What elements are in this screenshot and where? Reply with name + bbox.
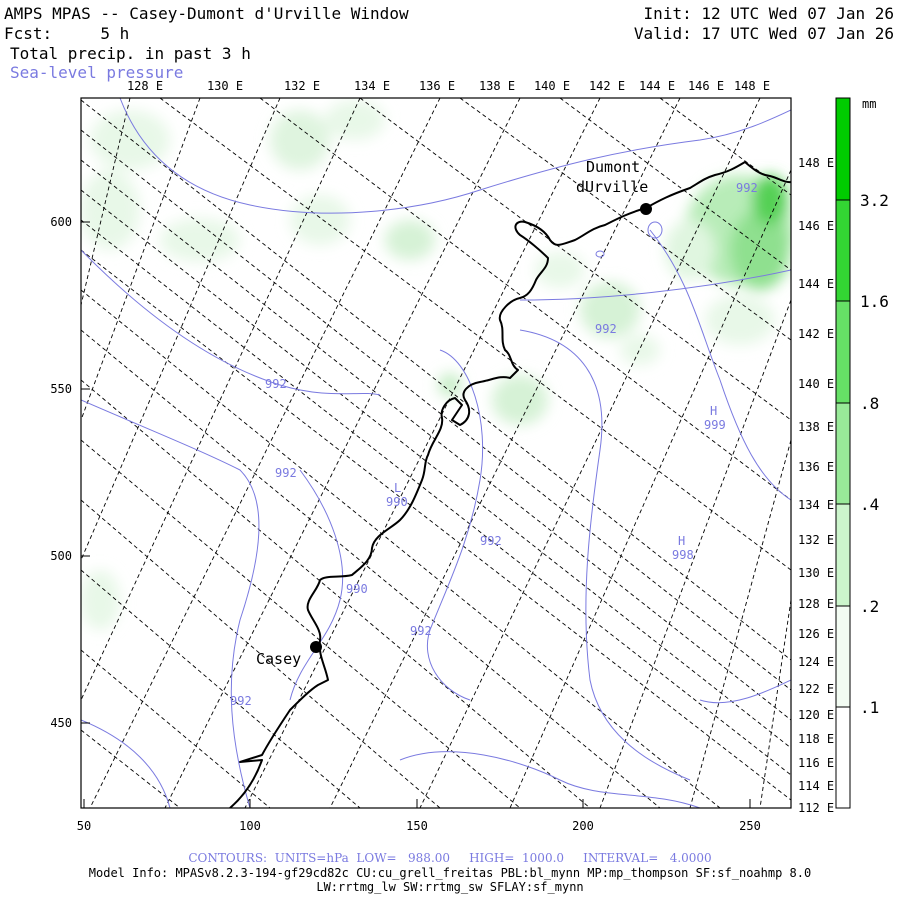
top-lon-label: 134 E bbox=[354, 79, 390, 93]
contour-label: 992 bbox=[275, 466, 297, 480]
right-lon-label: 120 E bbox=[798, 708, 834, 722]
right-lon-label: 116 E bbox=[798, 756, 834, 770]
right-lon-label: 140 E bbox=[798, 377, 834, 391]
bottom-tick-label: 100 bbox=[239, 819, 261, 833]
top-lon-label: 136 E bbox=[419, 79, 455, 93]
bottom-tick-label: 50 bbox=[77, 819, 91, 833]
colorbar-swatch bbox=[836, 301, 850, 403]
precip-shading bbox=[81, 100, 791, 630]
left-tick-label: 600 bbox=[50, 215, 72, 229]
colorbar-swatch bbox=[836, 98, 850, 200]
top-lon-label: 144 E bbox=[639, 79, 675, 93]
top-lon-label: 148 E bbox=[734, 79, 770, 93]
top-lon-label: 138 E bbox=[479, 79, 515, 93]
right-lon-label: 134 E bbox=[798, 498, 834, 512]
bottom-tick-label: 200 bbox=[572, 819, 594, 833]
right-lon-label: 136 E bbox=[798, 460, 834, 474]
contour-labels: 992 992 992 992 992 992 992 990 990 999 … bbox=[230, 181, 758, 708]
contour-label: 998 bbox=[672, 548, 694, 562]
colorbar-label: .2 bbox=[860, 597, 879, 616]
right-lon-label: 118 E bbox=[798, 732, 834, 746]
colorbar: mm 3.2 1.6 .8 .4 .2 .1 bbox=[835, 97, 889, 809]
contour-label: 992 bbox=[265, 377, 287, 391]
colorbar-swatch bbox=[836, 200, 850, 301]
colorbar-unit: mm bbox=[862, 97, 876, 111]
top-lon-label: 140 E bbox=[534, 79, 570, 93]
plot-border bbox=[80, 97, 792, 809]
right-lon-label: 148 E bbox=[798, 156, 834, 170]
right-lon-label: 144 E bbox=[798, 277, 834, 291]
stations: Dumont dUrville Casey bbox=[256, 158, 652, 668]
overlay-name: Sea-level pressure bbox=[10, 63, 184, 82]
right-lon-label: 146 E bbox=[798, 219, 834, 233]
top-lon-label: 130 E bbox=[207, 79, 243, 93]
map-title: AMPS MPAS -- Casey-Dumont d'Urville Wind… bbox=[4, 4, 409, 23]
station-label-casey: Casey bbox=[256, 650, 301, 668]
high-marker: H bbox=[710, 404, 717, 418]
right-lon-label: 124 E bbox=[798, 655, 834, 669]
left-tick-label: 550 bbox=[50, 382, 72, 396]
bottom-axis: 50 100 150 200 250 bbox=[77, 799, 761, 833]
left-axis: 600 550 500 450 bbox=[50, 215, 90, 730]
contour-label: 992 bbox=[480, 534, 502, 548]
valid-time: Valid: 17 UTC Wed 07 Jan 26 bbox=[633, 24, 894, 43]
left-tick-label: 500 bbox=[50, 549, 72, 563]
contour-label: 992 bbox=[736, 181, 758, 195]
coastline bbox=[229, 161, 791, 808]
colorbar-swatch bbox=[836, 504, 850, 606]
top-lon-label: 146 E bbox=[688, 79, 724, 93]
colorbar-label: .4 bbox=[860, 495, 879, 514]
right-lon-label: 126 E bbox=[798, 627, 834, 641]
contour-label: 992 bbox=[410, 624, 432, 638]
top-lon-label: 128 E bbox=[127, 79, 163, 93]
contour-label: 999 bbox=[704, 418, 726, 432]
colorbar-label: .1 bbox=[860, 698, 879, 717]
top-lon-labels: 128 E 130 E 132 E 134 E 136 E 138 E 140 … bbox=[127, 79, 770, 93]
colorbar-swatch bbox=[836, 606, 850, 707]
top-lon-label: 142 E bbox=[589, 79, 625, 93]
right-lon-label: 130 E bbox=[798, 566, 834, 580]
model-info-line2: LW:rrtmg_lw SW:rrtmg_sw SFLAY:sf_mynn bbox=[316, 880, 584, 894]
pressure-contours bbox=[81, 98, 791, 808]
colorbar-label: .8 bbox=[860, 394, 879, 413]
bottom-tick-label: 150 bbox=[406, 819, 428, 833]
station-label-dumont-line2: dUrville bbox=[576, 178, 648, 196]
right-lon-label: 128 E bbox=[798, 597, 834, 611]
init-time: Init: 12 UTC Wed 07 Jan 26 bbox=[643, 4, 894, 23]
station-label-dumont-line1: Dumont bbox=[586, 158, 640, 176]
model-info-line1: Model Info: MPASv8.2.3-194-gf29cd82c CU:… bbox=[88, 866, 812, 880]
right-lon-label: 114 E bbox=[798, 779, 834, 793]
contour-label: 992 bbox=[230, 694, 252, 708]
field-name: Total precip. in past 3 h bbox=[10, 44, 251, 63]
right-lon-label: 132 E bbox=[798, 533, 834, 547]
bottom-tick-label: 250 bbox=[739, 819, 761, 833]
contour-info: CONTOURS: UNITS=hPa LOW= 988.00 HIGH= 10… bbox=[188, 851, 712, 865]
colorbar-label: 1.6 bbox=[860, 292, 889, 311]
colorbar-swatch bbox=[836, 707, 850, 808]
right-lon-label: 122 E bbox=[798, 682, 834, 696]
colorbar-label: 3.2 bbox=[860, 191, 889, 210]
contour-label: 990 bbox=[346, 582, 368, 596]
lat-lon-grid bbox=[81, 98, 791, 808]
right-lon-label: 138 E bbox=[798, 420, 834, 434]
top-lon-label: 132 E bbox=[284, 79, 320, 93]
right-lon-label: 142 E bbox=[798, 327, 834, 341]
left-tick-label: 450 bbox=[50, 716, 72, 730]
high-marker: H bbox=[678, 534, 685, 548]
low-marker: L bbox=[394, 481, 401, 495]
station-marker-dumont bbox=[640, 203, 652, 215]
contour-label: 992 bbox=[595, 322, 617, 336]
right-lon-labels: 148 E 146 E 144 E 142 E 140 E 138 E 136 … bbox=[798, 156, 834, 815]
station-marker-casey bbox=[310, 641, 322, 653]
forecast-hour: Fcst: 5 h bbox=[4, 24, 130, 43]
contour-label: 990 bbox=[386, 495, 408, 509]
right-lon-label: 112 E bbox=[798, 801, 834, 815]
colorbar-swatch bbox=[836, 403, 850, 504]
